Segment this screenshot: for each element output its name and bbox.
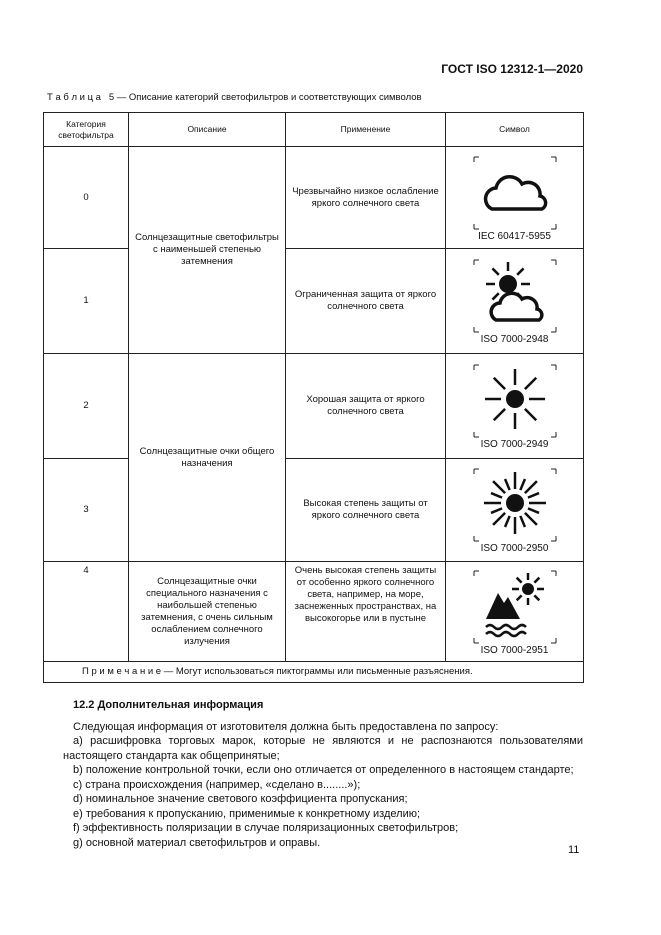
sun-ray bbox=[532, 576, 540, 584]
col-header: Применение bbox=[285, 112, 446, 147]
symbol-code: ISO 7000-2949 bbox=[480, 439, 549, 450]
strong-sun-icon bbox=[473, 468, 556, 542]
row: 1 Ограниченная защита от яркого солнечно… bbox=[43, 248, 584, 354]
symbol-code: ISO 7000-2951 bbox=[480, 644, 549, 656]
list-item: g) основной материал светофильтров и опр… bbox=[73, 836, 321, 849]
sun-ray bbox=[515, 593, 523, 601]
doc-header: ГОСТ ISO 12312-1—2020 bbox=[441, 62, 583, 76]
row: 2 Солнцезащитные очки общего назначения … bbox=[43, 353, 584, 562]
application: Ограниченная защита от яркого солнечного… bbox=[285, 248, 446, 354]
sun-ray bbox=[526, 507, 539, 515]
category: 3 bbox=[43, 458, 129, 562]
symbol-code: ISO 7000-2950 bbox=[480, 543, 549, 554]
sun-ray bbox=[503, 515, 511, 528]
category: 0 bbox=[43, 146, 129, 249]
symbol-cell: ISO 7000-2951 bbox=[445, 561, 584, 662]
row: 4 Солнцезащитные очки специального назна… bbox=[43, 561, 584, 662]
table-caption: Т а б л и ц а 5 — Описание категорий све… bbox=[47, 92, 422, 103]
note-row: П р и м е ч а н и е — Могут использовать… bbox=[43, 661, 584, 683]
section: 12.2 Дополнительная информация Следующая… bbox=[63, 698, 583, 850]
application: Чрезвычайно низкое ослабление яркого сол… bbox=[285, 146, 446, 249]
category: 1 bbox=[43, 248, 129, 354]
section-intro: Следующая информация от изготовителя дол… bbox=[73, 720, 499, 733]
sun-icon bbox=[473, 364, 556, 438]
category: 2 bbox=[43, 353, 129, 459]
sun-ray bbox=[526, 491, 539, 499]
sun-ray bbox=[491, 292, 500, 301]
row: 3 Высокая степень защиты от яркого солне… bbox=[43, 458, 584, 562]
list-item: b) положение контрольной точки, если оно… bbox=[73, 764, 574, 776]
list-item: d) номинальное значение светового коэффи… bbox=[73, 793, 408, 805]
col-header: Категория светофильтра bbox=[43, 112, 129, 147]
sun-ray bbox=[491, 512, 506, 526]
col-header: Символ bbox=[445, 112, 584, 147]
application: Высокая степень защиты от яркого солнечн… bbox=[285, 458, 446, 562]
list-item: c) страна происхождения (например, «сдел… bbox=[73, 778, 361, 791]
sun-ray bbox=[492, 408, 506, 422]
sun-ray bbox=[515, 267, 524, 276]
sun-ray bbox=[490, 491, 503, 499]
symbol-code: IEC 60417-5955 bbox=[478, 230, 551, 242]
sun-ray bbox=[491, 480, 506, 494]
sun-ray bbox=[532, 593, 540, 601]
symbol-cell: IEC 60417-5955 bbox=[445, 146, 584, 249]
symbol-code: ISO 7000-2948 bbox=[480, 334, 549, 345]
col-header: Описание bbox=[128, 112, 286, 147]
table: Категория светофильтра Описание Применен… bbox=[43, 112, 584, 683]
sun-ray bbox=[518, 515, 526, 528]
application: Очень высокая степень защиты от особенно… bbox=[285, 561, 446, 662]
application: Хорошая защита от яркого солнечного свет… bbox=[285, 353, 446, 459]
symbol-cell: ISO 7000-2949 bbox=[445, 353, 584, 459]
header-row: Категория светофильтра Описание Применен… bbox=[43, 112, 584, 147]
description: Солнцезащитные очки специального назначе… bbox=[128, 561, 286, 662]
sun-ray bbox=[518, 478, 526, 491]
mountain-sun-icon bbox=[473, 570, 556, 643]
row: 0 Солнцезащитные светофильтры с наименьш… bbox=[43, 146, 584, 354]
list-item: a) расшифровка торговых марок, которые н… bbox=[63, 735, 583, 762]
list-item: e) требования к пропусканию, применимые … bbox=[73, 807, 421, 820]
sun-ray bbox=[515, 576, 523, 584]
sun-ray bbox=[523, 512, 538, 526]
sun-ray bbox=[523, 376, 537, 390]
description: Солнцезащитные светофильтры с наименьшей… bbox=[128, 146, 286, 354]
sun-ray bbox=[490, 507, 503, 515]
symbol-cell: ISO 7000-2950 bbox=[445, 458, 584, 562]
page-number: 11 bbox=[568, 844, 580, 856]
list-item: f) эффективность поляризации в случае по… bbox=[73, 822, 459, 834]
sun-ray bbox=[503, 478, 511, 491]
sun-ray bbox=[523, 408, 537, 422]
sun-ray bbox=[523, 480, 538, 494]
sun-ray bbox=[492, 376, 506, 390]
category: 4 bbox=[43, 561, 129, 662]
sun-ray bbox=[491, 267, 500, 276]
section-heading: 12.2 Дополнительная информация bbox=[73, 699, 264, 711]
symbol-cell: ISO 7000-2948 bbox=[445, 248, 584, 354]
description: Солнцезащитные очки общего назначения bbox=[128, 353, 286, 562]
sun-cloud-icon bbox=[473, 259, 556, 333]
table-note: П р и м е ч а н и е — Могут использовать… bbox=[43, 661, 584, 683]
cloud-icon bbox=[473, 156, 556, 229]
